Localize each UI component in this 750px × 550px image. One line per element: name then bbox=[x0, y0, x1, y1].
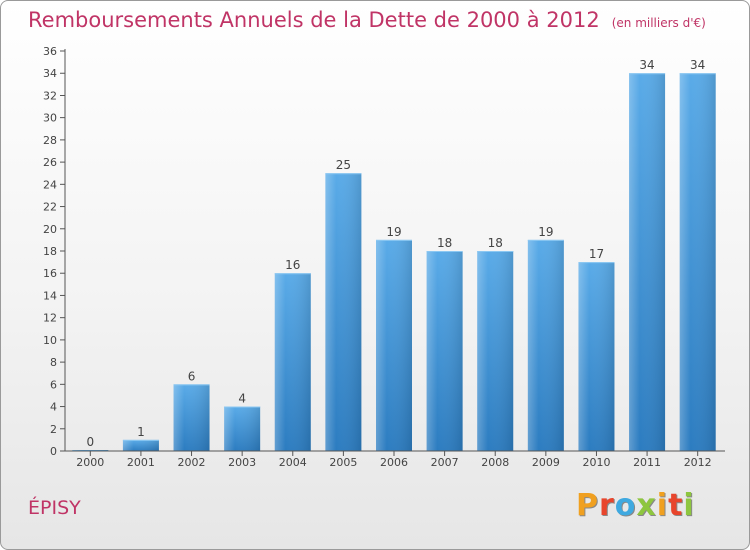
x-tick-label: 2005 bbox=[329, 456, 357, 469]
bar-shade bbox=[173, 384, 210, 451]
x-tick-label: 2010 bbox=[582, 456, 610, 469]
y-tick-label: 32 bbox=[43, 89, 57, 102]
data-label: 34 bbox=[690, 58, 705, 72]
bar-shade bbox=[679, 73, 716, 451]
y-tick-label: 10 bbox=[43, 334, 57, 347]
chart-title-text: Remboursements Annuels de la Dette de 20… bbox=[28, 8, 600, 32]
y-tick-label: 18 bbox=[43, 245, 57, 258]
bar-2003: 4 bbox=[224, 392, 261, 451]
bar-2008: 18 bbox=[477, 236, 514, 451]
logo-letter: P bbox=[576, 488, 599, 523]
y-tick-label: 36 bbox=[43, 45, 57, 58]
data-label: 0 bbox=[86, 435, 94, 449]
y-tick-label: 20 bbox=[43, 223, 57, 236]
y-tick-label: 12 bbox=[43, 312, 57, 325]
y-tick-label: 16 bbox=[43, 267, 57, 280]
bar-shade bbox=[578, 262, 615, 451]
bar-2002: 6 bbox=[173, 369, 210, 451]
data-label: 25 bbox=[336, 158, 351, 172]
logo-letter: o bbox=[614, 488, 637, 523]
logo-letter: i bbox=[683, 488, 695, 523]
bar-2001: 1 bbox=[122, 425, 159, 451]
bar-shade bbox=[122, 439, 159, 451]
logo-letter: r bbox=[599, 488, 615, 523]
bar-2006: 19 bbox=[376, 225, 412, 451]
data-label: 1 bbox=[137, 425, 145, 439]
y-tick-label: 2 bbox=[50, 423, 57, 436]
data-label: 16 bbox=[285, 258, 300, 272]
y-tick-label: 8 bbox=[50, 356, 57, 369]
x-tick-label: 2011 bbox=[633, 456, 661, 469]
bar-shade bbox=[274, 273, 311, 451]
x-tick-label: 2008 bbox=[481, 456, 509, 469]
chart-unit: (en milliers d'€) bbox=[611, 16, 706, 30]
y-tick-label: 24 bbox=[43, 178, 57, 191]
x-tick-label: 2009 bbox=[532, 456, 560, 469]
logo-letter: x bbox=[636, 488, 657, 523]
data-label: 18 bbox=[488, 236, 503, 250]
x-tick-label: 2003 bbox=[228, 456, 256, 469]
bar-2004: 16 bbox=[274, 258, 311, 451]
y-tick-label: 4 bbox=[50, 401, 57, 414]
y-tick-label: 26 bbox=[43, 156, 57, 169]
bar-2009: 19 bbox=[527, 225, 564, 451]
x-tick-label: 2002 bbox=[178, 456, 206, 469]
logo-letter: t bbox=[668, 488, 684, 523]
y-tick-label: 28 bbox=[43, 134, 57, 147]
data-label: 34 bbox=[639, 58, 654, 72]
y-tick-label: 6 bbox=[50, 378, 57, 391]
bar-2010: 17 bbox=[578, 247, 615, 451]
x-tick-label: 2004 bbox=[279, 456, 307, 469]
x-tick-label: 2006 bbox=[380, 456, 408, 469]
data-label: 18 bbox=[437, 236, 452, 250]
data-label: 4 bbox=[238, 392, 246, 406]
data-label: 19 bbox=[538, 225, 553, 239]
bar-2007: 18 bbox=[426, 236, 463, 451]
bar-2005: 25 bbox=[325, 158, 362, 451]
bar-2000: 0 bbox=[72, 435, 109, 451]
data-label: 17 bbox=[589, 247, 604, 261]
y-tick-label: 34 bbox=[43, 67, 57, 80]
y-tick-label: 30 bbox=[43, 112, 57, 125]
y-tick-label: 14 bbox=[43, 289, 57, 302]
logo-letter: i bbox=[656, 488, 669, 523]
proxiti-logo: Proxiti bbox=[576, 488, 695, 523]
x-axis: 2000 2001 2002 2003 2004 2005 2006 2007 2008 2009… bbox=[65, 450, 725, 469]
x-tick-label: 2007 bbox=[431, 456, 459, 469]
bar-shade bbox=[477, 251, 514, 451]
bar-2012: 34 bbox=[679, 58, 716, 451]
bar-shade bbox=[426, 251, 463, 451]
chart-title: Remboursements Annuels de la Dette de 20… bbox=[28, 8, 706, 32]
y-tick-label: 22 bbox=[43, 201, 57, 214]
bar-shade bbox=[376, 239, 412, 451]
bar-2011: 34 bbox=[629, 58, 666, 451]
place-name: ÉPISY bbox=[28, 497, 81, 519]
bar-shade bbox=[527, 239, 564, 451]
data-label: 19 bbox=[386, 225, 401, 239]
data-label: 6 bbox=[188, 369, 196, 383]
bar-shade bbox=[629, 73, 666, 451]
bar-shade bbox=[224, 406, 261, 451]
x-tick-label: 2012 bbox=[684, 456, 712, 469]
x-tick-label: 2000 bbox=[76, 456, 104, 469]
bar-shade bbox=[325, 173, 362, 451]
x-tick-label: 2001 bbox=[127, 456, 155, 469]
y-tick-label: 0 bbox=[50, 445, 57, 458]
